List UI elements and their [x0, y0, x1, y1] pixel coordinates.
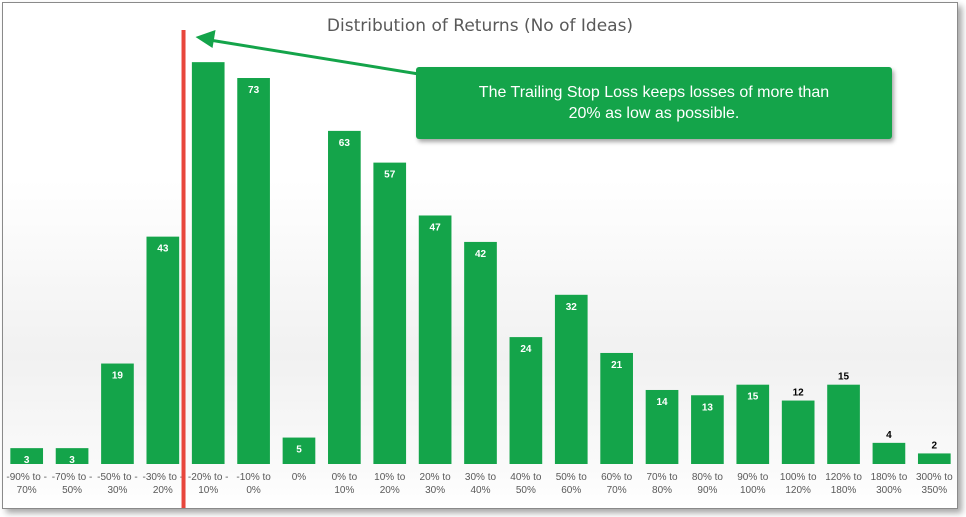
data-label-12: 32 [566, 302, 578, 313]
bar-12 [554, 294, 588, 464]
bar-19 [872, 442, 906, 464]
x-tick-label-14: 70% to 80% [646, 472, 678, 496]
x-tick-label-7: 0% to 10% [332, 472, 358, 496]
x-tick-label-6: 0% [292, 472, 307, 483]
marker-layer [181, 30, 432, 508]
bar-10 [464, 241, 497, 464]
bar-3 [146, 236, 180, 464]
data-label-18: 15 [838, 372, 850, 383]
bar-6 [282, 437, 316, 464]
bar-9 [418, 215, 452, 464]
data-label-2: 19 [112, 371, 124, 382]
data-label-13: 21 [611, 360, 623, 371]
x-tick-label-1: -70% to -50% [52, 472, 93, 496]
x-tick-label-11: 40% to 50% [510, 472, 542, 496]
bar-0 [10, 448, 44, 464]
data-label-16: 15 [747, 392, 759, 403]
bar-16 [736, 384, 770, 464]
data-label-10: 42 [475, 249, 487, 260]
x-tick-label-20: 300% to 350% [916, 472, 953, 496]
data-label-1: 3 [69, 455, 75, 466]
data-label-15: 13 [702, 402, 714, 413]
chart-frame: Distribution of Returns (No of Ideas) 3 3… [2, 2, 958, 509]
annotation-arrowhead [195, 30, 216, 48]
x-tick-label-12: 50% to 60% [556, 472, 588, 496]
bars-layer [10, 62, 951, 465]
bar-14 [645, 389, 679, 464]
bar-8 [373, 162, 407, 465]
bar-4 [191, 62, 225, 465]
data-label-19: 4 [886, 430, 892, 441]
chart-svg: Distribution of Returns (No of Ideas) 3 3… [6, 16, 953, 508]
x-tick-label-18: 120% to 180% [825, 472, 862, 496]
data-label-6: 5 [296, 445, 302, 456]
x-tick-label-0: -90% to -70% [6, 472, 47, 496]
bar-7 [328, 130, 361, 464]
x-tick-label-2: -50% to -30% [97, 472, 138, 496]
x-tick-label-17: 100% to 120% [780, 472, 817, 496]
bar-15 [691, 395, 724, 464]
x-tick-label-15: 80% to 90% [692, 472, 724, 496]
data-label-20: 2 [932, 440, 938, 451]
x-tick-label-3: -30% to -20% [143, 472, 184, 496]
bar-5 [237, 78, 270, 464]
x-tick-labels-layer: -90% to -70%-70% to -50%-50% to -30%-30%… [6, 472, 953, 496]
x-tick-label-13: 60% to 70% [601, 472, 633, 496]
data-label-9: 47 [430, 222, 442, 233]
annotation-callout: The Trailing Stop Loss keeps losses of m… [416, 67, 892, 139]
bar-20 [917, 453, 951, 464]
x-tick-label-4: -20% to -10% [188, 472, 229, 496]
x-tick-label-9: 20% to 30% [420, 472, 452, 496]
data-label-7: 63 [339, 138, 351, 149]
x-tick-label-19: 180% to 300% [871, 472, 908, 496]
bar-2 [101, 363, 134, 464]
x-tick-label-5: -10% to 0% [236, 472, 271, 496]
x-tick-label-16: 90% to 100% [737, 472, 769, 496]
data-label-14: 14 [656, 397, 668, 408]
annotation-text: The Trailing Stop Loss keeps losses of m… [478, 84, 830, 122]
data-label-17: 12 [793, 388, 805, 399]
bar-17 [781, 400, 815, 464]
annotation-arrow-line [209, 38, 432, 78]
data-label-8: 57 [384, 170, 396, 181]
bar-18 [827, 384, 860, 464]
data-label-11: 24 [520, 344, 532, 355]
data-label-5: 73 [248, 85, 260, 96]
data-label-0: 3 [24, 455, 30, 466]
chart-title: Distribution of Returns (No of Ideas) [327, 16, 633, 36]
x-tick-label-8: 10% to 20% [374, 472, 406, 496]
bar-1 [55, 448, 89, 464]
data-label-3: 43 [157, 244, 169, 255]
bar-11 [509, 337, 543, 464]
x-tick-label-10: 30% to 40% [465, 472, 497, 496]
bar-13 [600, 352, 633, 464]
